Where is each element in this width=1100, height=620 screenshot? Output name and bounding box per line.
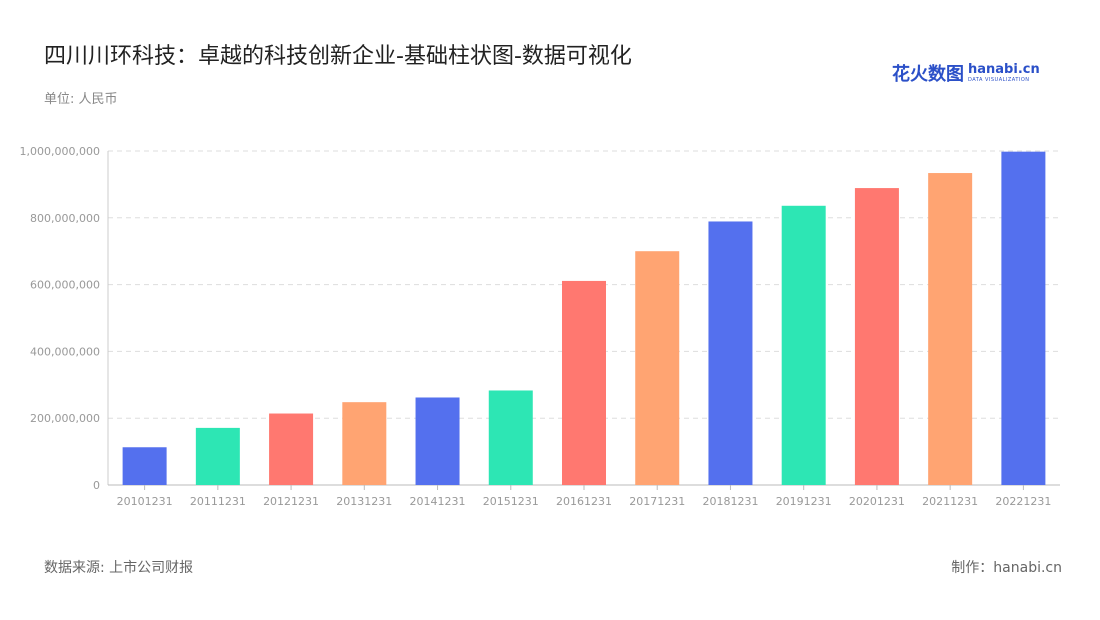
bar: [488, 390, 533, 485]
y-tick-label: 800,000,000: [30, 212, 100, 225]
data-source: 数据来源: 上市公司财报: [44, 560, 194, 576]
bar: [122, 447, 167, 485]
bar: [195, 427, 240, 485]
x-tick-label: 20111231: [190, 495, 246, 508]
x-tick-label: 20131231: [336, 495, 392, 508]
y-tick-label: 1,000,000,000: [20, 145, 100, 158]
x-tick-label: 20181231: [702, 495, 758, 508]
unit-label: 单位: 人民币: [44, 92, 118, 107]
y-tick-label: 600,000,000: [30, 279, 100, 292]
x-tick-label: 20221231: [995, 495, 1051, 508]
bar: [342, 402, 387, 485]
bar: [781, 205, 826, 485]
bar: [854, 188, 899, 485]
y-tick-label: 200,000,000: [30, 412, 100, 425]
bar: [269, 413, 314, 485]
x-tick-label: 20171231: [629, 495, 685, 508]
credit-label: 制作：hanabi.cn: [951, 560, 1062, 576]
x-tick-label: 20161231: [556, 495, 612, 508]
chart-title: 四川川环科技：卓越的科技创新企业-基础柱状图-数据可视化: [44, 44, 632, 69]
bar: [415, 397, 460, 485]
y-tick-label: 0: [93, 479, 100, 492]
bar: [1001, 151, 1046, 485]
bar: [562, 280, 606, 485]
x-tick-label: 20121231: [263, 495, 319, 508]
bar: [708, 221, 753, 485]
logo-cn-text: 花火数图: [892, 64, 964, 85]
x-tick-label: 20211231: [922, 495, 978, 508]
logo-en-text: hanabi.cn: [968, 62, 1040, 77]
logo-sub-text: DATA VISUALIZATION: [968, 77, 1030, 83]
y-tick-label: 400,000,000: [30, 345, 100, 358]
x-tick-label: 20191231: [776, 495, 832, 508]
bar: [928, 173, 973, 485]
x-tick-label: 20141231: [410, 495, 466, 508]
x-tick-label: 20101231: [117, 495, 173, 508]
brand-logo: 花火数图 hanabi.cn DATA VISUALIZATION: [892, 60, 1040, 86]
bar: [635, 251, 680, 485]
x-tick-label: 20151231: [483, 495, 539, 508]
x-tick-label: 20201231: [849, 495, 905, 508]
logo-en-block: hanabi.cn DATA VISUALIZATION: [968, 63, 1040, 83]
